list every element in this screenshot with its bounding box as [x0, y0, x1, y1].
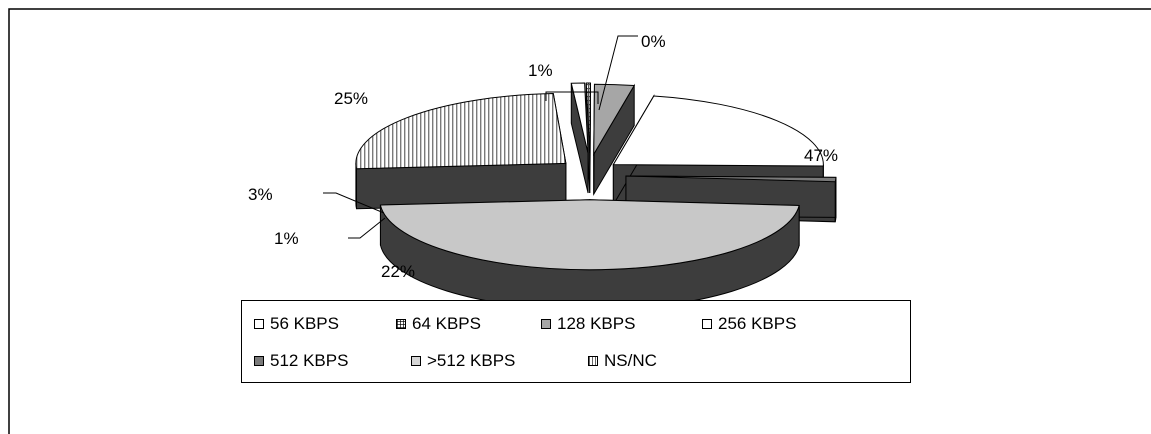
data-label-gt-512-kbps: 47%: [804, 146, 838, 165]
legend-label: 256 KBPS: [718, 314, 797, 333]
slice-ns-nc: [355, 93, 567, 210]
slice-56-kbps: [570, 82, 589, 194]
legend-label: NS/NC: [604, 351, 657, 370]
legend-label: 128 KBPS: [557, 314, 636, 333]
legend-label: 56 KBPS: [270, 314, 339, 333]
data-label-128-kbps: 3%: [248, 185, 273, 204]
data-label-ns-nc: 25%: [334, 89, 368, 108]
slice-top-gt-512-kbps: [379, 199, 800, 271]
legend-item-56-kbps: 56 KBPS: [254, 313, 339, 335]
legend-item-64-kbps: 64 KBPS: [396, 313, 481, 335]
leader-line-56-kbps: [545, 91, 599, 104]
legend-item-512-kbps: 512 KBPS: [254, 350, 348, 372]
legend-swatch-512-kbps: [254, 356, 264, 366]
data-label-256-kbps: 22%: [381, 262, 415, 281]
leader-line-128-kbps: [323, 192, 385, 214]
slice-top-128-kbps: [593, 83, 636, 157]
legend-swatch-gt-512-kbps: [411, 356, 421, 366]
legend-item-128-kbps: 128 KBPS: [541, 313, 635, 335]
data-label-512-kbps: 1%: [274, 229, 299, 248]
slice-top-64-kbps: [585, 82, 591, 154]
legend-swatch-256-kbps: [702, 319, 712, 329]
legend-label: >512 KBPS: [427, 351, 516, 370]
legend-swatch-56-kbps: [254, 319, 264, 329]
slice-128-kbps: [593, 83, 636, 197]
slice-top-ns-nc: [355, 93, 567, 170]
legend-swatch-64-kbps: [396, 319, 406, 329]
leader-line-512-kbps: [348, 217, 386, 239]
data-label-64-kbps: 0%: [641, 32, 666, 51]
slice-top-512-kbps: [625, 175, 837, 183]
slice-gt-512-kbps: [379, 199, 800, 311]
legend-label: 512 KBPS: [270, 351, 349, 370]
legend-item-256-kbps: 256 KBPS: [702, 313, 796, 335]
slice-top-256-kbps: [612, 95, 824, 167]
data-label-56-kbps: 1%: [528, 61, 553, 80]
chart-border: [8, 8, 1151, 434]
legend-swatch-128-kbps: [541, 319, 551, 329]
legend-item-ns-nc: NS/NC: [588, 350, 657, 372]
slice-top-56-kbps: [570, 82, 589, 154]
legend-item-gt-512-kbps: >512 KBPS: [411, 350, 515, 372]
leader-line-64-kbps: [598, 35, 638, 111]
slice-side-512-kbps: [834, 177, 837, 222]
legend-label: 64 KBPS: [412, 314, 481, 333]
legend: 56 KBPS 64 KBPS 128 KBPS 256 KBPS 512 KBPS >5…: [241, 300, 911, 383]
legend-swatch-ns-nc: [588, 356, 598, 366]
